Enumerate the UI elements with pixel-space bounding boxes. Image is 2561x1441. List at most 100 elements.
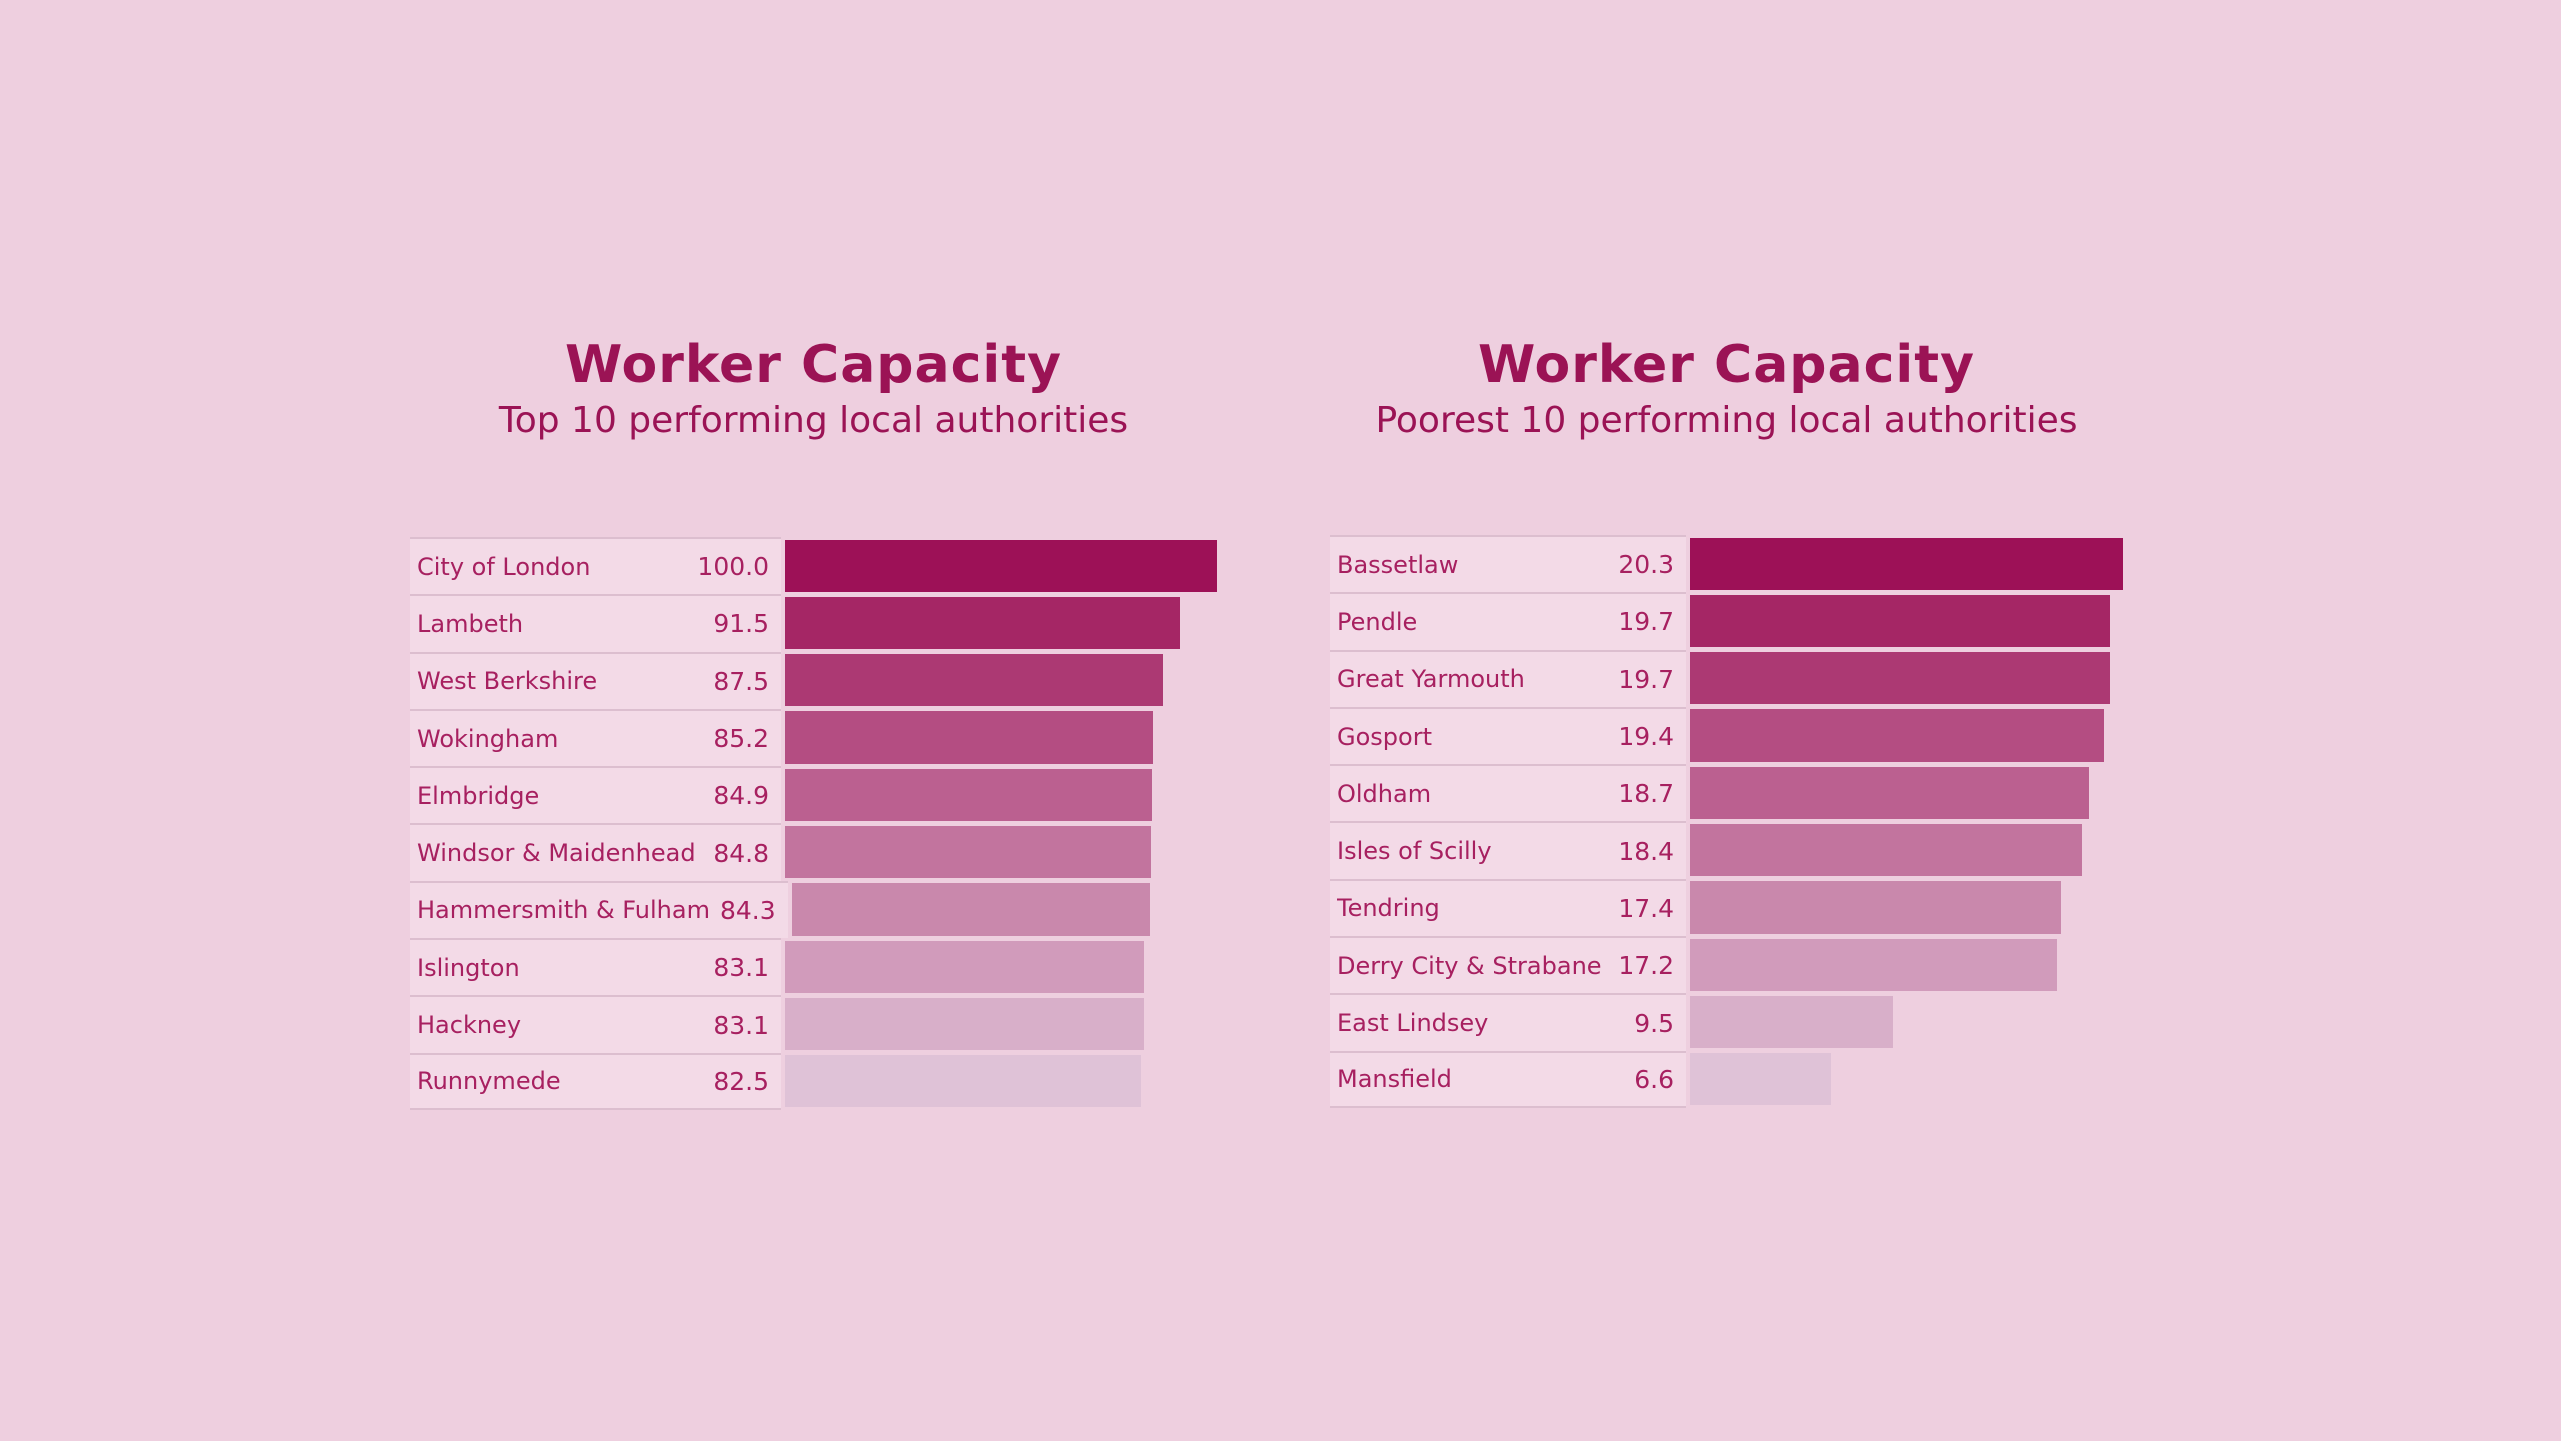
bar xyxy=(785,768,1152,821)
value-label: 91.5 xyxy=(713,609,769,639)
bar xyxy=(785,825,1152,879)
bar-track xyxy=(1690,764,2123,821)
chart-row: City of London 100.0 xyxy=(410,537,1217,595)
authority-label: West Berkshire xyxy=(417,667,598,696)
authority-label: Great Yarmouth xyxy=(1337,665,1525,694)
authority-label: East Lindsey xyxy=(1337,1009,1489,1038)
bar-chart-rows: City of London 100.0 Lambeth 91.5 West Berks… xyxy=(410,537,1217,1110)
bar-track xyxy=(785,594,1217,651)
chart-row: Windsor & Maidenhead 84.8 xyxy=(410,823,1217,881)
authority-label: Hackney xyxy=(417,1011,522,1040)
value-label: 18.7 xyxy=(1618,779,1674,809)
bar-track xyxy=(1690,1051,2123,1108)
value-label: 100.0 xyxy=(697,552,769,582)
bar xyxy=(1690,938,2057,991)
row-label-band: Islington 83.1 xyxy=(410,938,781,996)
bar-track xyxy=(785,995,1217,1052)
row-label-band: Hackney 83.1 xyxy=(410,995,781,1053)
authority-label: Isles of Scilly xyxy=(1337,837,1492,866)
authority-label: Tendring xyxy=(1337,894,1440,923)
chart-row: Runnymede 82.5 xyxy=(410,1052,1217,1110)
value-label: 87.5 xyxy=(713,666,769,696)
chart-row: Isles of Scilly 18.4 xyxy=(1330,821,2123,879)
value-label: 17.2 xyxy=(1618,951,1674,981)
bar-track xyxy=(1690,879,2123,936)
row-label-band: Oldham 18.7 xyxy=(1330,764,1686,822)
authority-label: Mansfield xyxy=(1337,1065,1452,1094)
authority-label: Hammersmith & Fulham xyxy=(417,896,710,925)
bar-track xyxy=(785,1053,1217,1110)
value-label: 19.7 xyxy=(1618,607,1674,637)
row-label-band: Isles of Scilly 18.4 xyxy=(1330,821,1686,879)
chart-row: Bassetlaw 20.3 xyxy=(1330,535,2123,593)
value-label: 18.4 xyxy=(1618,836,1674,866)
value-label: 84.3 xyxy=(719,895,776,925)
row-label-band: Hammersmith & Fulham 84.3 xyxy=(410,880,788,939)
bar-track xyxy=(1690,592,2123,649)
authority-label: Windsor & Maidenhead xyxy=(417,839,696,868)
bar xyxy=(1690,766,2089,819)
chart-row: Tendring 17.4 xyxy=(1330,878,2123,937)
chart-row: East Lindsey 9.5 xyxy=(1330,993,2123,1051)
value-label: 82.5 xyxy=(713,1066,769,1096)
authority-label: Lambeth xyxy=(417,609,524,638)
row-label-band: City of London 100.0 xyxy=(410,537,781,595)
chart-row: Great Yarmouth 19.7 xyxy=(1330,649,2123,707)
chart-row: Islington 83.1 xyxy=(410,938,1217,996)
chart-row: Hackney 83.1 xyxy=(410,995,1217,1053)
value-label: 84.9 xyxy=(713,781,769,811)
chart-row: Lambeth 91.5 xyxy=(410,594,1217,652)
bar-track xyxy=(785,709,1217,766)
row-label-band: Runnymede 82.5 xyxy=(410,1052,781,1110)
authority-label: Islington xyxy=(417,953,520,982)
row-label-band: Pendle 19.7 xyxy=(1330,592,1686,650)
chart-row: Derry City & Strabane 17.2 xyxy=(1330,936,2123,994)
bar xyxy=(1690,823,2083,877)
bar-track xyxy=(785,766,1217,823)
authority-label: Elmbridge xyxy=(417,781,540,810)
bar xyxy=(785,1055,1142,1108)
bar xyxy=(785,539,1217,592)
row-label-band: Windsor & Maidenhead 84.8 xyxy=(410,823,781,881)
value-label: 83.1 xyxy=(713,953,769,983)
row-label-band: Derry City & Strabane 17.2 xyxy=(1330,936,1686,994)
chart-top-10: Worker Capacity Top 10 performing local … xyxy=(410,338,1217,1118)
bar-track xyxy=(785,938,1217,995)
chart-row: Oldham 18.7 xyxy=(1330,764,2123,822)
bar xyxy=(785,596,1181,650)
bar-track xyxy=(1690,707,2123,764)
row-label-band: Bassetlaw 20.3 xyxy=(1330,535,1686,593)
value-label: 9.5 xyxy=(1634,1008,1674,1038)
row-label-band: Elmbridge 84.9 xyxy=(410,766,781,824)
chart-row: Gosport 19.4 xyxy=(1330,706,2123,765)
row-label-band: Wokingham 85.2 xyxy=(410,708,781,767)
bar xyxy=(1690,652,2111,705)
value-label: 19.7 xyxy=(1618,664,1674,694)
bar-track xyxy=(791,881,1217,938)
bar xyxy=(1690,594,2111,648)
bar xyxy=(791,883,1151,936)
bar-chart-rows: Bassetlaw 20.3 Pendle 19.7 Great Yarmouth 19.… xyxy=(1330,535,2123,1108)
bar xyxy=(1690,995,1893,1049)
authority-label: Wokingham xyxy=(417,724,559,753)
value-label: 83.1 xyxy=(713,1010,769,1040)
bar xyxy=(1690,1053,1831,1106)
value-label: 20.3 xyxy=(1618,550,1674,580)
value-label: 6.6 xyxy=(1634,1064,1674,1094)
bar-track xyxy=(1690,650,2123,707)
row-label-band: Mansfield 6.6 xyxy=(1330,1050,1686,1108)
bar-track xyxy=(1690,936,2123,993)
chart-subtitle: Poorest 10 performing local authorities xyxy=(1375,399,2078,441)
bar xyxy=(785,997,1144,1051)
bar-track xyxy=(785,652,1217,709)
chart-subtitle: Top 10 performing local authorities xyxy=(498,399,1129,441)
value-label: 17.4 xyxy=(1618,893,1674,923)
authority-label: City of London xyxy=(417,552,591,581)
authority-label: Derry City & Strabane xyxy=(1337,951,1602,980)
authority-label: Bassetlaw xyxy=(1337,550,1459,579)
authority-label: Oldham xyxy=(1337,779,1432,808)
bar-track xyxy=(785,537,1217,594)
bar xyxy=(1690,881,2062,934)
value-label: 85.2 xyxy=(713,724,769,754)
